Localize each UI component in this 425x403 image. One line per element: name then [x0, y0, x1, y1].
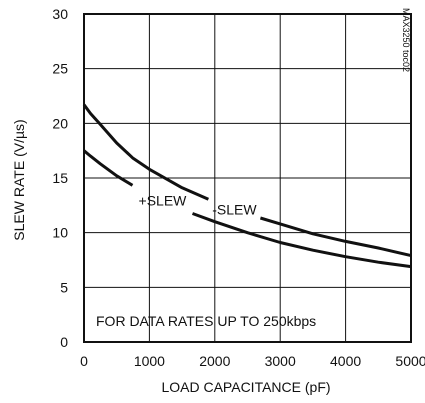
- plot-frame: [83, 13, 412, 343]
- series-label: +SLEW: [139, 193, 188, 209]
- x-tick-label: 0: [80, 353, 88, 369]
- y-tick-label: 5: [60, 279, 68, 295]
- data-rate-note: FOR DATA RATES UP TO 250kbps: [96, 313, 316, 329]
- series-line: [82, 103, 210, 201]
- y-tick-label: 15: [52, 170, 68, 186]
- y-axis-label: SLEW RATE (V/µs): [11, 119, 27, 240]
- y-tick-label: 20: [52, 115, 68, 131]
- x-tick-label: 1000: [134, 353, 165, 369]
- x-tick-label: 4000: [330, 353, 361, 369]
- series-label: -SLEW: [212, 201, 257, 217]
- figure-id: MAX3250 toc02: [401, 8, 411, 72]
- y-tick-label: 30: [52, 6, 68, 22]
- y-tick-label: 10: [52, 225, 68, 241]
- grid: [84, 14, 411, 342]
- series-line: [83, 149, 134, 187]
- series-line: [191, 212, 412, 269]
- x-axis-label: LOAD CAPACITANCE (pF): [161, 379, 330, 395]
- x-tick-label: 2000: [199, 353, 230, 369]
- x-tick-label: 3000: [265, 353, 296, 369]
- x-tick-labels: 0 1000 2000 3000 4000 5000: [80, 353, 425, 369]
- y-tick-labels: 0 5 10 15 20 25 30: [52, 6, 68, 350]
- y-tick-label: 0: [60, 334, 68, 350]
- series-line: [259, 216, 412, 258]
- y-tick-label: 25: [52, 61, 68, 77]
- x-tick-label: 5000: [395, 353, 425, 369]
- series-labels: -SLEW +SLEW: [139, 193, 258, 218]
- series-lines: [82, 103, 412, 269]
